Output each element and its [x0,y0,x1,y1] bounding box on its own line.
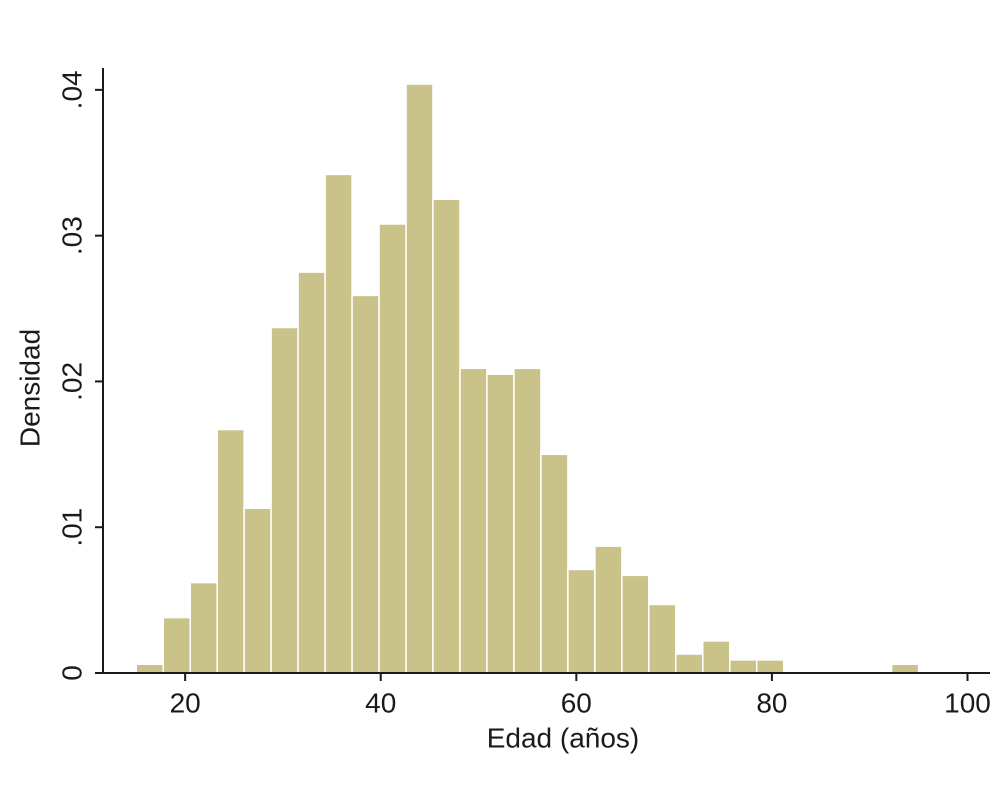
bar [513,367,542,674]
bar [189,581,218,674]
bar [432,198,461,674]
y-tick-label: .03 [56,216,87,255]
x-tick-label: 100 [944,687,991,718]
bar [702,640,731,674]
x-tick-label: 60 [561,687,592,718]
x-tick-label: 40 [365,687,396,718]
y-tick-label: .04 [56,70,87,109]
bar [729,659,758,674]
bar [648,603,677,674]
bar [890,663,920,674]
bar [216,428,245,674]
bar [459,367,488,674]
bar [540,453,569,674]
bar [621,574,650,674]
y-tick-label: .02 [56,362,87,401]
y-axis-label: Densidad [14,329,45,447]
y-tick-label: .01 [56,508,87,547]
bar [324,173,353,674]
bar [351,294,380,674]
bar [594,545,623,674]
x-tick-label: 20 [170,687,201,718]
bar [135,663,164,674]
bar [567,568,596,674]
bar [486,373,515,674]
x-tick-label: 80 [756,687,787,718]
bar [297,271,326,674]
bar [270,326,299,674]
bar [378,223,407,674]
x-axis-label: Edad (años) [487,722,640,753]
bar [162,616,191,674]
bar [756,659,785,674]
bar [675,653,704,674]
y-tick-label: 0 [56,665,87,681]
bar [405,83,434,674]
bar [243,507,272,674]
